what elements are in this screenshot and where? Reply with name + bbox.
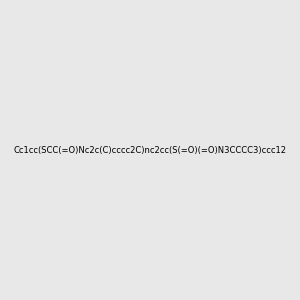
Text: Cc1cc(SCC(=O)Nc2c(C)cccc2C)nc2cc(S(=O)(=O)N3CCCC3)ccc12: Cc1cc(SCC(=O)Nc2c(C)cccc2C)nc2cc(S(=O)(=… xyxy=(14,146,286,154)
